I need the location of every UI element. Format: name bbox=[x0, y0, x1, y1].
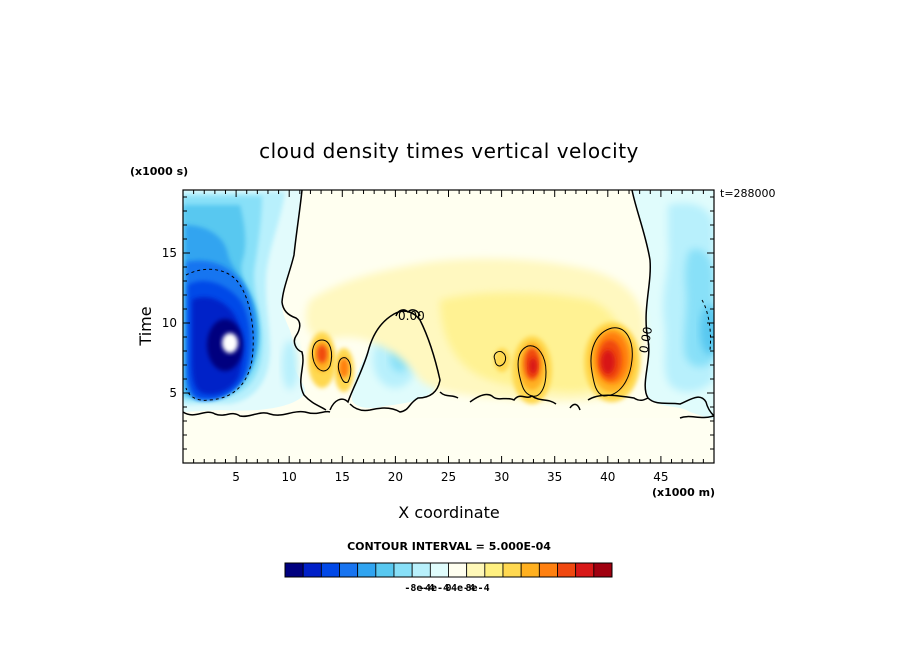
colorbar-swatch bbox=[520, 562, 540, 578]
chart-title: cloud density times vertical velocity bbox=[259, 139, 639, 163]
y-axis-label: Time bbox=[136, 306, 155, 346]
colorbar-swatch bbox=[448, 562, 468, 578]
colorbar-swatch bbox=[429, 562, 449, 578]
zero-contour-label-right: 0.00 bbox=[637, 326, 655, 355]
y-tick-labels: 5 10 15 bbox=[162, 246, 177, 400]
quiescent-band bbox=[183, 418, 714, 463]
zero-contour-cell-x15 bbox=[337, 357, 352, 383]
cell-x40-core bbox=[601, 350, 615, 374]
x-tick-label: 25 bbox=[441, 470, 456, 484]
colorbar-tick-label: 0 bbox=[445, 583, 451, 594]
colorbar-swatch bbox=[557, 562, 577, 578]
x-tick-label: 45 bbox=[653, 470, 668, 484]
zero-contours bbox=[183, 190, 714, 419]
colorbar-swatch bbox=[466, 562, 486, 578]
colorbar-frame bbox=[284, 562, 613, 578]
updraft-cell-x33 bbox=[512, 336, 552, 404]
zero-contour-cell-x33 bbox=[517, 345, 547, 397]
colorbar-swatch bbox=[375, 562, 395, 578]
colorbar-tick-label: 4e-4 bbox=[451, 583, 475, 594]
zero-contour-small-loop bbox=[493, 351, 507, 367]
zero-contour-cell-x13 bbox=[311, 339, 333, 372]
x-tick-label: 40 bbox=[600, 470, 615, 484]
colorbar-swatch bbox=[284, 562, 304, 578]
cell-x33-peak bbox=[529, 358, 537, 374]
x-axis-label: X coordinate bbox=[398, 503, 499, 522]
contour-interval-text: CONTOUR INTERVAL = 5.000E-04 bbox=[347, 540, 551, 553]
cell-x15-core bbox=[339, 358, 349, 378]
undefined-values-patch bbox=[222, 333, 238, 353]
x-tick-label: 30 bbox=[494, 470, 509, 484]
x-tick-labels: 5 10 15 20 25 30 35 40 45 bbox=[232, 470, 668, 484]
zero-contour-left bbox=[281, 190, 327, 411]
colorbar-swatch bbox=[538, 562, 558, 578]
zero-contour-central bbox=[329, 310, 441, 413]
colorbar-tick-label: 8e-4 bbox=[466, 583, 490, 594]
updraft-cell-x13 bbox=[308, 332, 336, 388]
x-tick-label: 15 bbox=[335, 470, 350, 484]
heatmap-field: 0.00 0.00 bbox=[183, 190, 714, 463]
colorbar bbox=[284, 562, 613, 578]
x-tick-label: 5 bbox=[232, 470, 240, 484]
zero-contour-lower-boundary bbox=[183, 391, 714, 419]
colorbar-swatch bbox=[411, 562, 431, 578]
zero-contour-cell-x40 bbox=[590, 327, 633, 397]
left-downdraft-region bbox=[183, 190, 306, 412]
colorbar-tick-label: -4e-4 bbox=[419, 583, 449, 594]
right-downdraft-region bbox=[632, 190, 714, 420]
x-tick-label: 20 bbox=[388, 470, 403, 484]
colorbar-swatch bbox=[502, 562, 522, 578]
colorbar-swatch bbox=[575, 562, 595, 578]
y-units-label: (x1000 s) bbox=[130, 165, 188, 178]
zero-contour-label-left: 0.00 bbox=[398, 309, 425, 323]
time-stamp: t=288000 bbox=[720, 187, 776, 200]
faint-downdraft-left-center bbox=[282, 340, 298, 390]
negative-contours bbox=[185, 268, 711, 401]
y-tick-label: 5 bbox=[169, 386, 177, 400]
cell-x13-core bbox=[317, 345, 327, 363]
colorbar-tick-label: -8e-4 bbox=[404, 583, 434, 594]
colorbar-swatch bbox=[357, 562, 377, 578]
x-tick-label: 10 bbox=[282, 470, 297, 484]
colorbar-swatch bbox=[484, 562, 504, 578]
colorbar-swatch bbox=[339, 562, 359, 578]
colorbar-swatch bbox=[320, 562, 340, 578]
y-tick-label: 15 bbox=[162, 246, 177, 260]
colorbar-swatch bbox=[593, 562, 613, 578]
zero-contour-right bbox=[631, 190, 714, 417]
x-units-label: (x1000 m) bbox=[652, 486, 715, 499]
colorbar-labels: -8e-4-4e-40 4e-48e-4 bbox=[404, 583, 489, 594]
y-tick-label: 10 bbox=[162, 316, 177, 330]
x-tick-label: 35 bbox=[547, 470, 562, 484]
negative-contour-left bbox=[185, 268, 254, 401]
colorbar-swatch bbox=[302, 562, 322, 578]
axis-ticks bbox=[183, 190, 714, 463]
colorbar-swatch bbox=[393, 562, 413, 578]
zero-contour-bulge bbox=[395, 309, 421, 317]
